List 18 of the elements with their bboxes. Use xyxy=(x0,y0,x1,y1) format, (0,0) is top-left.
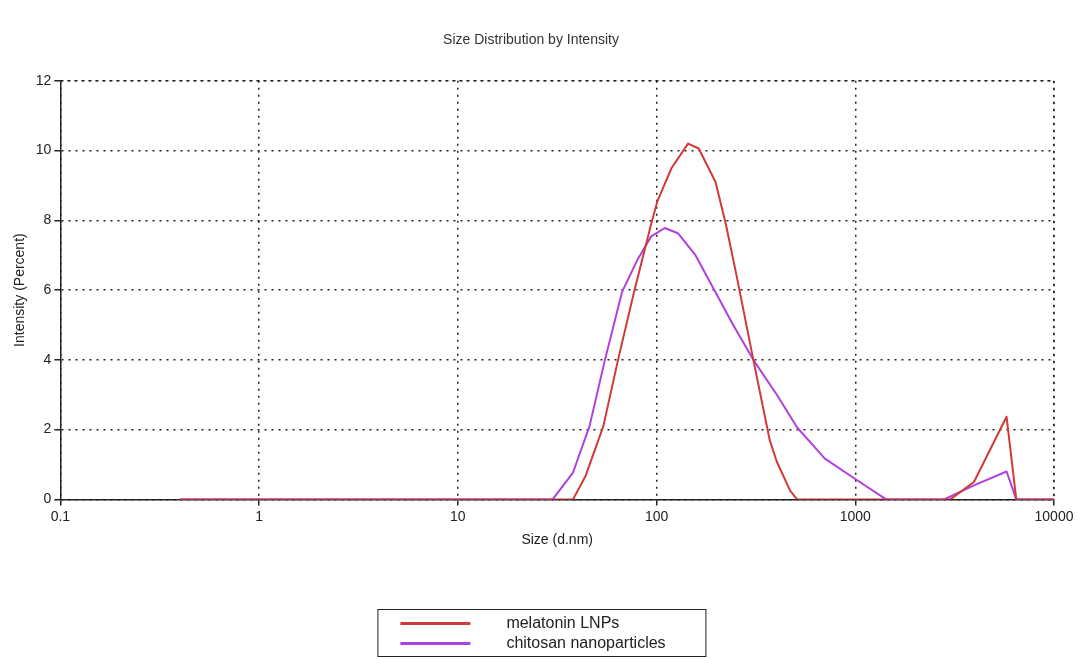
legend-label: melatonin LNPs xyxy=(506,614,620,631)
x-axis-title: Size (d.nm) xyxy=(521,531,593,548)
y-tick-label: 0 xyxy=(43,490,52,507)
y-tick-label: 12 xyxy=(35,71,52,88)
x-tick-label: 1000 xyxy=(839,507,872,524)
x-tick-label: 100 xyxy=(644,507,669,524)
x-tick-label: 0.1 xyxy=(50,507,71,524)
y-tick-label: 2 xyxy=(43,420,52,437)
y-tick-label: 8 xyxy=(43,211,52,228)
x-tick-label: 10 xyxy=(450,507,466,524)
y-axis-title: Intensity (Percent) xyxy=(11,233,28,347)
x-tick-label: 10000 xyxy=(1034,507,1074,524)
y-tick-label: 4 xyxy=(43,350,52,367)
x-tick-label: 1 xyxy=(255,507,264,524)
y-tick-label: 6 xyxy=(43,280,52,297)
chart-title: Size Distribution by Intensity xyxy=(443,31,619,48)
legend-label: chitosan nanoparticles xyxy=(506,634,666,651)
y-tick-label: 10 xyxy=(35,141,52,158)
